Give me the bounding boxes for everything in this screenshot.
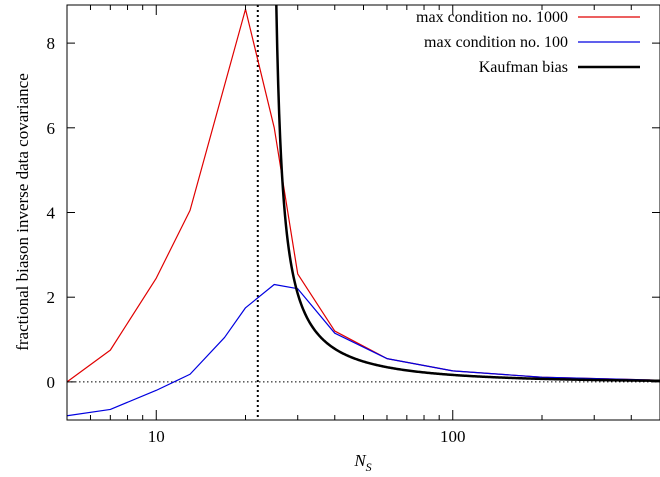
series-line-cond-1000: [67, 8, 660, 383]
series-layer: [67, 5, 660, 417]
x-axis-label-subscript: S: [366, 460, 372, 474]
legend-label-kaufman: Kaufman bias: [479, 59, 568, 76]
plot-frame: [66, 4, 660, 421]
y-axis-label: fractional biason inverse data covarianc…: [13, 73, 32, 351]
axis-ticks: 0 2 4 6 8 10 100: [47, 5, 660, 446]
y-tick-label: 2: [47, 288, 56, 307]
legend-label-1000: max condition no. 1000: [416, 9, 568, 26]
y-tick-label: 8: [47, 34, 56, 53]
y-tick-label: 4: [47, 204, 56, 223]
x-tick-label: 100: [440, 427, 466, 446]
reference-lines: [67, 5, 660, 420]
x-tick-label: 10: [148, 427, 165, 446]
legend-label-100: max condition no. 100: [424, 34, 568, 51]
y-tick-label: 0: [47, 373, 56, 392]
series-line-kaufman-bias: [275, 5, 660, 383]
legend: max condition no. 1000 max condition no.…: [416, 9, 640, 76]
x-axis-label: NS: [353, 451, 371, 474]
y-tick-label: 6: [47, 119, 56, 138]
x-axis-label-main: N: [353, 451, 367, 470]
series-line-cond-100: [67, 283, 660, 417]
